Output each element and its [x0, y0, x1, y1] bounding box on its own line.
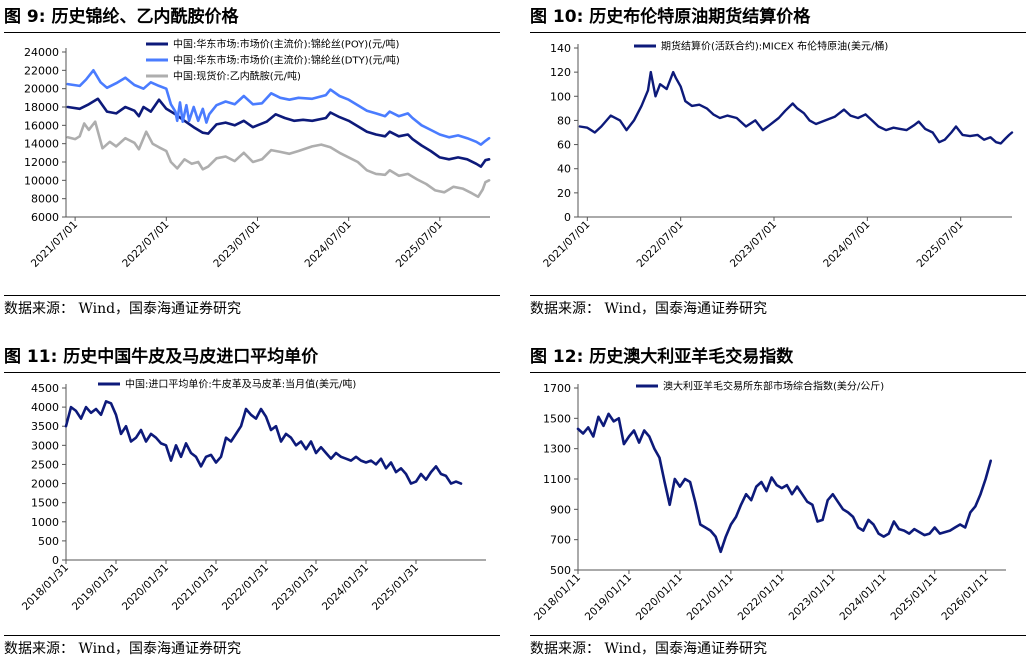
series-line-2: [66, 120, 491, 199]
x-tick-label: 2020/01/11: [634, 572, 685, 623]
legend-label: 中国:华东市场:市场价(主流价):锦纶丝(POY)(元/吨): [173, 38, 399, 51]
series-line-0: [576, 412, 992, 554]
series-line-1: [66, 69, 491, 146]
line-chart-nylon: 6000 8000 10000 12000 14000 16000 18000 20000 22…: [24, 38, 491, 270]
x-tick-label: 2025/07/01: [394, 219, 445, 270]
y-tick-label: 1100: [543, 473, 571, 486]
y-tick-label: 10000: [24, 174, 59, 187]
x-tick-label: 2021/01/11: [685, 572, 736, 623]
y-tick-label: 1500: [31, 497, 59, 510]
y-tick-label: 22000: [24, 64, 59, 77]
source-note: 数据来源： Wind，国泰海通证券研究: [4, 641, 242, 657]
source-rule: [4, 295, 500, 296]
legend-label: 中国:进口平均单价:牛皮革及马皮革:当月值(美元/吨): [125, 378, 356, 391]
series-line-0: [578, 70, 1014, 145]
title-rule: [530, 372, 1026, 373]
x-tick-label: 2022/01/11: [736, 572, 787, 623]
legend-label: 澳大利亚羊毛交易所东部市场综合指数(美分/公斤): [663, 380, 884, 393]
legend-label: 期货结算价(活跃合约):MICEX 布伦特原油(美元/桶): [661, 40, 888, 53]
x-tick-label: 2018/01/31: [20, 562, 71, 613]
source-rule: [4, 635, 500, 636]
y-tick-label: 40: [557, 163, 571, 176]
source-note: 数据来源： Wind，国泰海通证券研究: [530, 301, 768, 317]
x-tick-label: 2022/01/31: [220, 562, 271, 613]
y-tick-label: 120: [550, 66, 571, 79]
x-tick-label: 2018/01/11: [532, 572, 583, 623]
y-tick-label: 1000: [31, 516, 59, 529]
x-tick-label: 2021/07/01: [29, 219, 80, 270]
x-tick-label: 2025/01/31: [370, 562, 421, 613]
x-tick-label: 2023/07/01: [728, 219, 779, 270]
x-tick-label: 2023/07/01: [211, 219, 262, 270]
y-tick-label: 900: [550, 503, 571, 516]
chart-title: 图 9: 历史锦纶、乙内酰胺价格: [4, 7, 239, 27]
x-tick-label: 2021/01/31: [170, 562, 221, 613]
y-tick-label: 80: [557, 114, 571, 127]
x-tick-label: 2021/07/01: [541, 219, 592, 270]
y-tick-label: 2500: [31, 458, 59, 471]
y-tick-label: 24000: [24, 46, 59, 59]
x-tick-label: 2019/01/31: [70, 562, 121, 613]
y-tick-label: 6000: [31, 211, 59, 224]
source-note: 数据来源： Wind，国泰海通证券研究: [4, 301, 242, 317]
line-chart-brent: 0 20 40 60 80 100 120 140 2021/07/01 2022/07/01 20…: [541, 40, 1014, 270]
x-tick-label: 2022/07/01: [120, 219, 171, 270]
y-tick-label: 700: [550, 534, 571, 547]
x-tick-label: 2020/01/31: [120, 562, 171, 613]
y-tick-label: 8000: [31, 193, 59, 206]
panel-wool-index: 图 12: 历史澳大利亚羊毛交易指数 500 700 900 1100 1300 1500…: [530, 342, 1026, 662]
y-tick-label: 1500: [543, 412, 571, 425]
y-tick-label: 60: [557, 139, 571, 152]
source-note: 数据来源： Wind，国泰海通证券研究: [530, 641, 768, 657]
y-tick-label: 4500: [31, 382, 59, 395]
chart-title: 图 10: 历史布伦特原油期货结算价格: [530, 7, 811, 27]
legend-label: 中国:现货价:乙内酰胺(元/吨): [173, 70, 301, 83]
line-chart-wool: 500 700 900 1100 1300 1500 1700 2018/01/11 2019/…: [532, 380, 1006, 623]
y-tick-label: 20: [557, 187, 571, 200]
chart-title: 图 11: 历史中国牛皮及马皮进口平均单价: [4, 347, 319, 367]
x-tick-label: 2024/01/11: [838, 572, 889, 623]
chart-title: 图 12: 历史澳大利亚羊毛交易指数: [530, 347, 794, 367]
x-tick-label: 2026/01/11: [939, 572, 990, 623]
y-tick-label: 140: [550, 42, 571, 55]
y-tick-label: 18000: [24, 101, 59, 114]
title-rule: [4, 372, 500, 373]
x-tick-label: 2024/07/01: [303, 219, 354, 270]
x-tick-label: 2025/07/01: [915, 219, 966, 270]
y-tick-label: 0: [52, 554, 59, 567]
y-tick-label: 12000: [24, 156, 59, 169]
y-tick-label: 500: [550, 564, 571, 577]
y-tick-label: 20000: [24, 83, 59, 96]
x-tick-label: 2023/01/31: [270, 562, 321, 613]
x-tick-label: 2024/01/31: [320, 562, 371, 613]
title-rule: [4, 32, 500, 33]
panel-nylon-caprolactam: 图 9: 历史锦纶、乙内酰胺价格 6000 8000 10000 12000 14000…: [4, 2, 500, 322]
x-tick-label: 2023/01/11: [787, 572, 838, 623]
y-tick-label: 500: [38, 535, 59, 548]
y-tick-label: 2000: [31, 478, 59, 491]
source-rule: [530, 635, 1026, 636]
title-rule: [530, 32, 1026, 33]
panel-brent-crude: 图 10: 历史布伦特原油期货结算价格 0 20 40 60 80 100 120 140 20…: [530, 2, 1026, 322]
y-tick-label: 100: [550, 90, 571, 103]
x-tick-label: 2025/01/11: [889, 572, 940, 623]
line-chart-hide-import: 0 500 1000 1500 2000 2500 3000 3500 4000 4500 2018…: [20, 378, 486, 613]
panel-hide-import-price: 图 11: 历史中国牛皮及马皮进口平均单价 0 500 1000 1500 2000 25…: [4, 342, 500, 662]
y-tick-label: 0: [564, 211, 571, 224]
x-tick-label: 2019/01/11: [583, 572, 634, 623]
y-tick-label: 1700: [543, 382, 571, 395]
y-tick-label: 4000: [31, 401, 59, 414]
source-rule: [530, 295, 1026, 296]
y-tick-label: 3000: [31, 439, 59, 452]
x-tick-label: 2024/07/01: [821, 219, 872, 270]
y-tick-label: 14000: [24, 138, 59, 151]
y-tick-label: 1300: [543, 443, 571, 456]
legend-label: 中国:华东市场:市场价(主流价):锦纶丝(DTY)(元/吨): [173, 54, 400, 67]
y-tick-label: 16000: [24, 119, 59, 132]
x-tick-label: 2022/07/01: [635, 219, 686, 270]
series-line-0: [66, 97, 491, 168]
series-line-0: [64, 400, 463, 485]
y-tick-label: 3500: [31, 420, 59, 433]
